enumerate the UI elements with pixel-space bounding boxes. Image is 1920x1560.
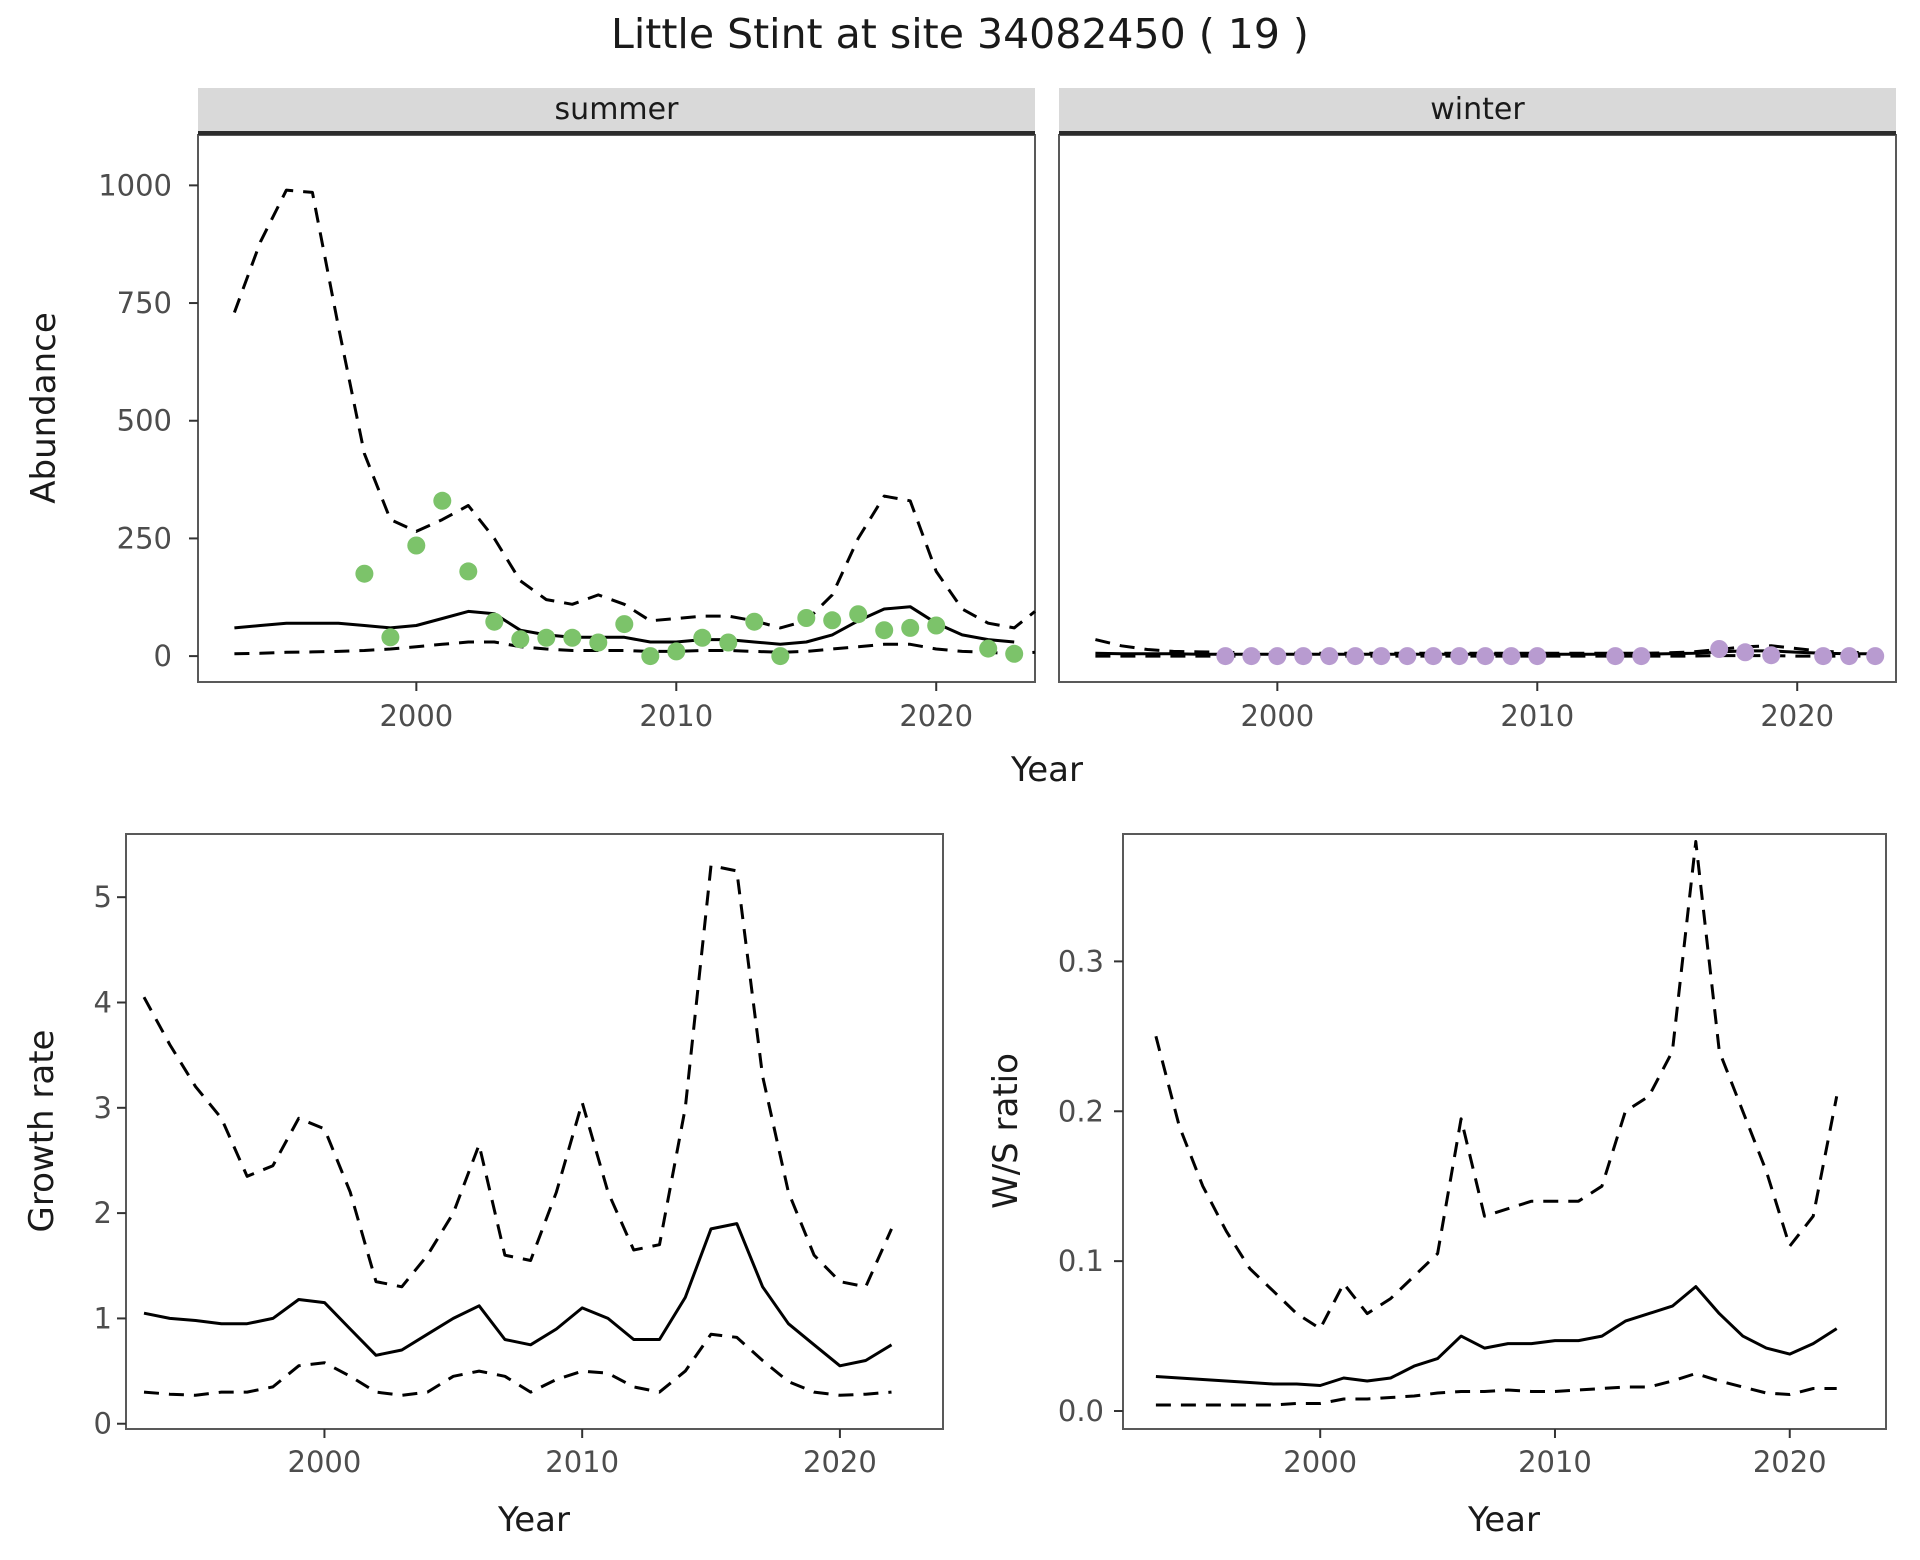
svg-text:2010: 2010 — [1518, 1445, 1592, 1479]
svg-text:250: 250 — [117, 521, 172, 555]
svg-text:2010: 2010 — [545, 1445, 619, 1479]
facet-strip-winter: winter — [1059, 88, 1896, 135]
y-axis-label-growth-rate: Growth rate — [22, 1029, 62, 1233]
svg-text:2000: 2000 — [1240, 699, 1314, 733]
svg-text:0.2: 0.2 — [1058, 1094, 1104, 1128]
svg-text:0: 0 — [94, 1407, 112, 1441]
svg-text:2000: 2000 — [288, 1445, 362, 1479]
svg-text:0.0: 0.0 — [1058, 1394, 1104, 1428]
svg-text:2010: 2010 — [639, 699, 713, 733]
figure-title: Little Stint at site 34082450 ( 19 ) — [611, 10, 1309, 58]
svg-text:5: 5 — [94, 880, 112, 914]
svg-text:2020: 2020 — [1760, 699, 1834, 733]
svg-text:2020: 2020 — [1753, 1445, 1827, 1479]
svg-text:2: 2 — [94, 1196, 112, 1230]
svg-text:1000: 1000 — [98, 168, 172, 202]
svg-text:2000: 2000 — [379, 699, 453, 733]
y-axis-label-ws-ratio: W/S ratio — [986, 1053, 1026, 1209]
svg-text:2000: 2000 — [1283, 1445, 1357, 1479]
x-axis-label-year-top: Year — [1011, 750, 1083, 790]
svg-text:0.3: 0.3 — [1058, 944, 1104, 978]
svg-text:0.1: 0.1 — [1058, 1244, 1104, 1278]
facet-strip-summer: summer — [198, 88, 1035, 135]
svg-text:0: 0 — [154, 639, 172, 673]
svg-text:3: 3 — [94, 1091, 112, 1125]
svg-text:500: 500 — [117, 404, 172, 438]
svg-text:2010: 2010 — [1500, 699, 1574, 733]
svg-text:2020: 2020 — [803, 1445, 877, 1479]
x-axis-label-year-ws: Year — [1468, 1500, 1540, 1540]
x-axis-label-year-growth: Year — [498, 1500, 570, 1540]
svg-text:750: 750 — [117, 286, 172, 320]
y-axis-label-abundance: Abundance — [24, 312, 64, 504]
svg-text:4: 4 — [94, 985, 112, 1019]
svg-text:2020: 2020 — [899, 699, 973, 733]
svg-text:1: 1 — [94, 1301, 112, 1335]
